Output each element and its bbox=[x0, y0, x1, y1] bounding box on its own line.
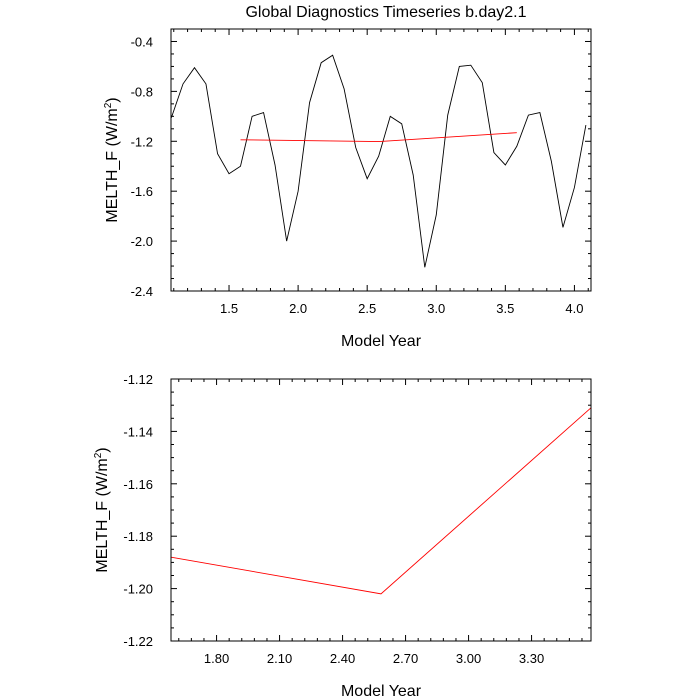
bottom-chart: -1.22 -1.20 -1.18 -1.16 -1.14 -1.12 1.80 2.10 2.… bbox=[93, 372, 592, 700]
y-tick-label: -1.2 bbox=[131, 134, 153, 149]
plot-area: -1.22 -1.20 -1.18 -1.16 -1.14 -1.12 1.80 2.10 2.… bbox=[123, 372, 592, 666]
x-tick-label: 1.80 bbox=[204, 651, 229, 666]
y-tick-label: -1.12 bbox=[123, 372, 153, 387]
y-tick-label: -1.16 bbox=[123, 477, 153, 492]
y-axis-title-text: MELTH_F (W/m bbox=[104, 108, 121, 222]
x-tick-label: 1.5 bbox=[220, 301, 238, 316]
x-axis-title: Model Year bbox=[341, 333, 422, 350]
series-group bbox=[171, 407, 591, 595]
x-tick-label: 2.40 bbox=[330, 651, 355, 666]
y-tick-label: -1.20 bbox=[123, 582, 153, 597]
x-tick-label: 2.5 bbox=[358, 301, 376, 316]
x-tick-label: 3.30 bbox=[519, 651, 544, 666]
series-group bbox=[171, 54, 587, 268]
series-line-1 bbox=[240, 132, 517, 142]
y-tick-label: -0.4 bbox=[131, 34, 153, 49]
x-tick-label: 2.70 bbox=[393, 651, 418, 666]
y-tick-label: -2.0 bbox=[131, 234, 153, 249]
plot-area: -2.4 -2.0 -1.6 -1.2 -0.8 -0.4 1.5 2.0 2.5 3.0 3.5 4… bbox=[131, 28, 592, 316]
plot-frame bbox=[170, 28, 592, 292]
x-tick-label: 3.5 bbox=[496, 301, 514, 316]
x-tick-label: 4.0 bbox=[565, 301, 583, 316]
series-line-0 bbox=[171, 407, 591, 595]
x-tick-label: 2.10 bbox=[267, 651, 292, 666]
y-axis-title-text: MELTH_F (W/m bbox=[94, 458, 111, 572]
series-line-0 bbox=[171, 54, 587, 268]
x-tick-label: 3.0 bbox=[427, 301, 445, 316]
y-axis-title-sup: 2 bbox=[103, 102, 114, 108]
top-chart: Global Diagnostics Timeseries b.day2.1 -… bbox=[103, 4, 592, 350]
y-axis-title: MELTH_F (W/m2) bbox=[93, 447, 111, 572]
y-tick-label: -1.6 bbox=[131, 184, 153, 199]
x-tick-label: 3.00 bbox=[456, 651, 481, 666]
y-axis-title-close: ) bbox=[94, 447, 111, 452]
y-tick-label: -1.22 bbox=[123, 634, 153, 649]
y-tick-label: -0.8 bbox=[131, 84, 153, 99]
plot-frame bbox=[170, 378, 592, 642]
x-tick-label: 2.0 bbox=[289, 301, 307, 316]
y-axis-title-sup: 2 bbox=[93, 452, 104, 458]
y-tick-label: -1.18 bbox=[123, 529, 153, 544]
y-axis-title-close: ) bbox=[104, 97, 121, 102]
y-tick-label: -2.4 bbox=[131, 284, 153, 299]
y-axis-title: MELTH_F (W/m2) bbox=[103, 97, 121, 222]
y-tick-label: -1.14 bbox=[123, 424, 153, 439]
x-axis-title: Model Year bbox=[341, 683, 422, 700]
chart-title: Global Diagnostics Timeseries b.day2.1 bbox=[245, 4, 526, 21]
